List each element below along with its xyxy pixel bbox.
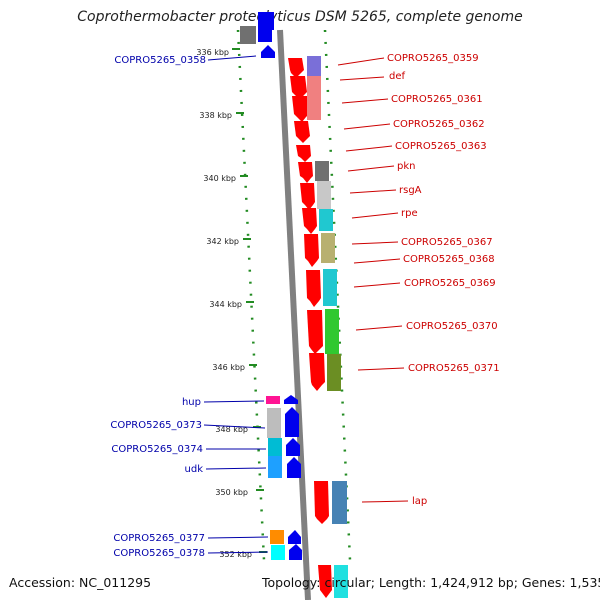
dotted-guides	[236, 29, 352, 561]
right-label-leaders	[337, 57, 409, 503]
gene-label: hup	[182, 397, 201, 408]
gene-label: COPRO5265_0368	[403, 254, 495, 265]
kbp-tick-labels: 336 kbp 338 kbp 340 kbp 342 kbp 344 kbp …	[196, 48, 252, 559]
left-function-boxes	[266, 396, 285, 560]
map-title: Coprothermobacter proteolyticus DSM 5265…	[77, 9, 523, 25]
gene-label: COPRO5265_0374	[111, 444, 203, 455]
tick-label: 352 kbp	[219, 550, 252, 559]
gene-label: COPRO5265_0369	[404, 278, 496, 289]
gene-label: COPRO5265_0363	[395, 141, 487, 152]
gene-label: lap	[412, 496, 427, 507]
gene-label: rpe	[401, 208, 418, 219]
tick-label: 350 kbp	[215, 488, 248, 497]
accession-text: Accession: NC_011295	[9, 575, 152, 590]
reverse-gene-arrows	[284, 395, 302, 560]
gene-label: COPRO5265_0359	[387, 53, 479, 64]
gene-label: COPRO5265_0367	[401, 237, 493, 248]
gene-label: COPRO5265_0361	[391, 94, 483, 105]
left-gene-labels: COPRO5265_0358 hup COPRO5265_0373 COPRO5…	[110, 55, 206, 559]
gene-label: COPRO5265_0358	[114, 55, 206, 66]
gene-label: pkn	[397, 161, 415, 172]
gene-label: COPRO5265_0362	[393, 119, 485, 130]
top-reverse-genes	[240, 12, 275, 58]
gene-label: rsgA	[399, 185, 422, 196]
tick-label: 342 kbp	[206, 237, 239, 246]
tick-label: 340 kbp	[203, 174, 236, 183]
gene-label: COPRO5265_0377	[113, 533, 205, 544]
tick-label: 336 kbp	[196, 48, 229, 57]
forward-gene-arrows	[288, 58, 332, 598]
tick-label: 344 kbp	[209, 300, 242, 309]
gene-label: def	[389, 71, 406, 82]
tick-label: 348 kbp	[215, 425, 248, 434]
tick-label: 338 kbp	[199, 111, 232, 120]
gene-label: COPRO5265_0378	[113, 548, 205, 559]
right-gene-labels: COPRO5265_0359 def COPRO5265_0361 COPRO5…	[387, 53, 500, 507]
tick-label: 346 kbp	[212, 363, 245, 372]
left-label-leaders	[203, 55, 269, 554]
gene-label: COPRO5265_0371	[408, 363, 500, 374]
genome-backbone	[277, 29, 311, 600]
gene-label: COPRO5265_0373	[110, 420, 202, 431]
gene-label: COPRO5265_0370	[406, 321, 498, 332]
function-boxes	[307, 56, 348, 598]
gene-label: udk	[185, 464, 204, 475]
topology-text: Topology: circular; Length: 1,424,912 bp…	[262, 575, 600, 590]
